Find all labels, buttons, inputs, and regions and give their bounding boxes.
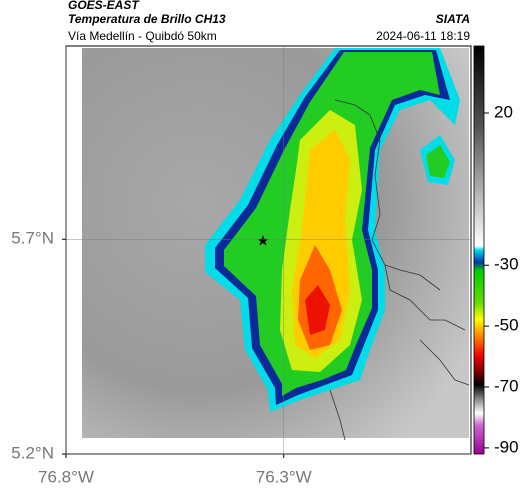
colorbar-tick-label: -50	[494, 316, 519, 335]
lon-tick-label: 76.8°W	[38, 467, 94, 486]
colorbar-tick-label: -90	[494, 437, 519, 456]
colorbar-tick-label: 20	[494, 102, 513, 121]
title: Temperatura de Brillo CH13	[68, 12, 226, 26]
map	[65, 45, 472, 455]
lat-tick-label: 5.2°N	[11, 443, 54, 462]
lon-tick-label: 76.3°W	[256, 467, 312, 486]
product: GOES-EAST	[68, 0, 140, 12]
source: SIATA	[436, 12, 470, 26]
datetime: 2024-06-11 18:19	[376, 29, 470, 43]
subtitle: Vía Medellín - Quibdó 50km	[68, 29, 217, 43]
lat-tick-label: 5.7°N	[11, 229, 54, 248]
location-marker	[257, 235, 269, 246]
colorbar-tick-label: -70	[494, 376, 519, 395]
colorbar	[473, 45, 485, 455]
colorbar-tick-label: -30	[494, 255, 519, 274]
